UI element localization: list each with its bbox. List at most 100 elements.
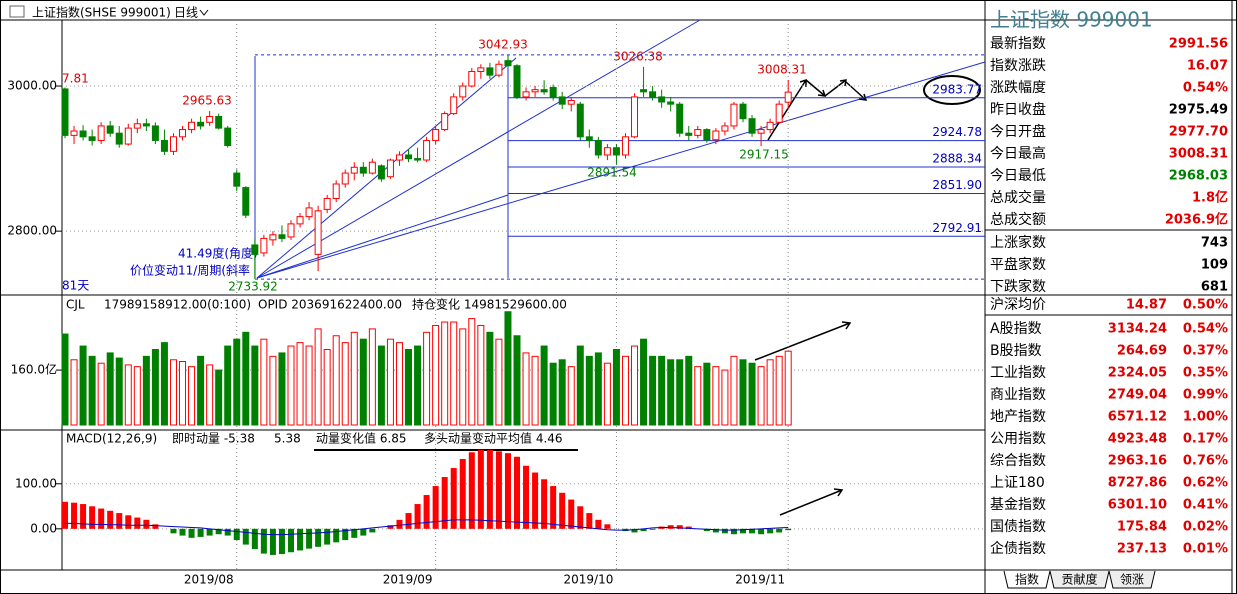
macd-bar [143,519,150,529]
macd-bar [260,528,267,554]
index-value: 175.84 [1117,520,1167,535]
volume-bar [594,352,602,426]
volume-bar [115,357,123,426]
macd-bar [676,525,683,529]
arrows [314,75,981,516]
macd-bar [776,528,783,533]
macd-bar [152,524,159,529]
tab[interactable] [1049,570,1110,589]
candle-body [61,88,69,136]
volume-bar [477,324,485,426]
candle-body [233,172,241,187]
volume-bar [640,338,648,426]
macd-bar [785,528,792,531]
macd-bar [432,486,439,529]
period[interactable]: 日线 [174,6,198,20]
index-change: 0.02% [1183,520,1228,535]
panel-stat: 17989158912.00(0:100) [104,298,251,312]
index-change: 0.99% [1183,388,1228,403]
volume-bar [106,352,114,426]
quote-label: 涨跌幅度 [990,80,1046,96]
candle-body [224,127,232,147]
macd-bar [423,495,430,529]
volume-bar [603,362,611,426]
volume-bar [61,333,69,426]
macd-bar [242,528,249,545]
dif-line [65,519,789,536]
quote-value: 109 [1201,258,1228,273]
y-tick-label: 160.0亿 [11,362,57,377]
candle-body [79,130,87,138]
macd-bar [288,528,294,553]
candle-body [432,129,440,141]
volume-bar [423,331,431,426]
volume-bar [739,359,747,426]
volume-bar [441,321,449,426]
tab-label[interactable]: 指数 [1015,572,1039,587]
index-value: 6301.10 [1108,498,1167,513]
candle-body [251,244,259,255]
quote-value: 743 [1201,236,1228,251]
candle-body [748,118,756,134]
candle-body [133,123,141,129]
index-change: 0.17% [1183,432,1228,447]
volume-bar [88,355,96,426]
macd-bar [767,528,774,534]
macd-bar [459,459,466,529]
index-name: 工业指数 [990,365,1046,381]
macd-bar [740,528,746,534]
volume-bar [368,328,376,426]
candle-body [694,129,702,136]
quote-title: 上证指数 999001 [990,8,1153,32]
macd-bar [450,468,457,529]
x-tick-label: 2019/08 [184,573,234,587]
candle-body [314,210,322,255]
candle-body [612,147,620,156]
candle-body [405,154,413,160]
candle-body [540,89,548,93]
macd-bar [297,528,304,551]
volume-bar [712,366,720,426]
macd-bar [89,506,96,529]
quote-label: 平盘家数 [990,256,1046,273]
macd-bar [523,465,530,529]
tab[interactable] [1003,570,1051,589]
annotation: 81天 [62,279,89,293]
candle-body [549,86,557,98]
volume-bar [694,366,702,426]
arrow [824,79,847,97]
candle-body [305,207,313,218]
macd-bar [387,525,394,529]
fan-line [256,19,701,279]
tab[interactable] [1108,570,1156,589]
fib-label: 2983.77 [932,82,982,96]
annotation: 3008.31 [757,63,807,77]
volume-bar [142,355,150,426]
volume-bar [359,338,367,426]
index-change: 0.41% [1183,498,1228,513]
macd-bar [595,519,602,529]
candle-body [269,234,277,241]
candle-body [142,123,150,127]
candle-body [414,158,422,161]
panel-stat: 即时动量 -5.38 [172,432,255,446]
chevron [199,9,209,16]
volume-bar [278,352,286,426]
volume-bar [784,350,792,426]
annotation: 2917.15 [739,148,789,162]
volume-bar [133,366,141,426]
tab-label[interactable]: 领涨 [1120,572,1144,587]
annotation: 2891.54 [587,166,637,180]
index-value: 8727.86 [1108,476,1167,491]
tab-label[interactable]: 贡献度 [1061,572,1097,587]
index-change: 0.76% [1183,454,1228,469]
candle-body [640,89,648,93]
panel-title: CJL [66,298,85,312]
arrow [779,488,844,516]
quote-value: 2036.9亿 [1165,212,1228,228]
candle-body [558,96,566,105]
candle-body [477,67,485,73]
volume-bar [631,345,639,426]
volume-bar [658,355,666,426]
macd-bar [568,499,575,529]
